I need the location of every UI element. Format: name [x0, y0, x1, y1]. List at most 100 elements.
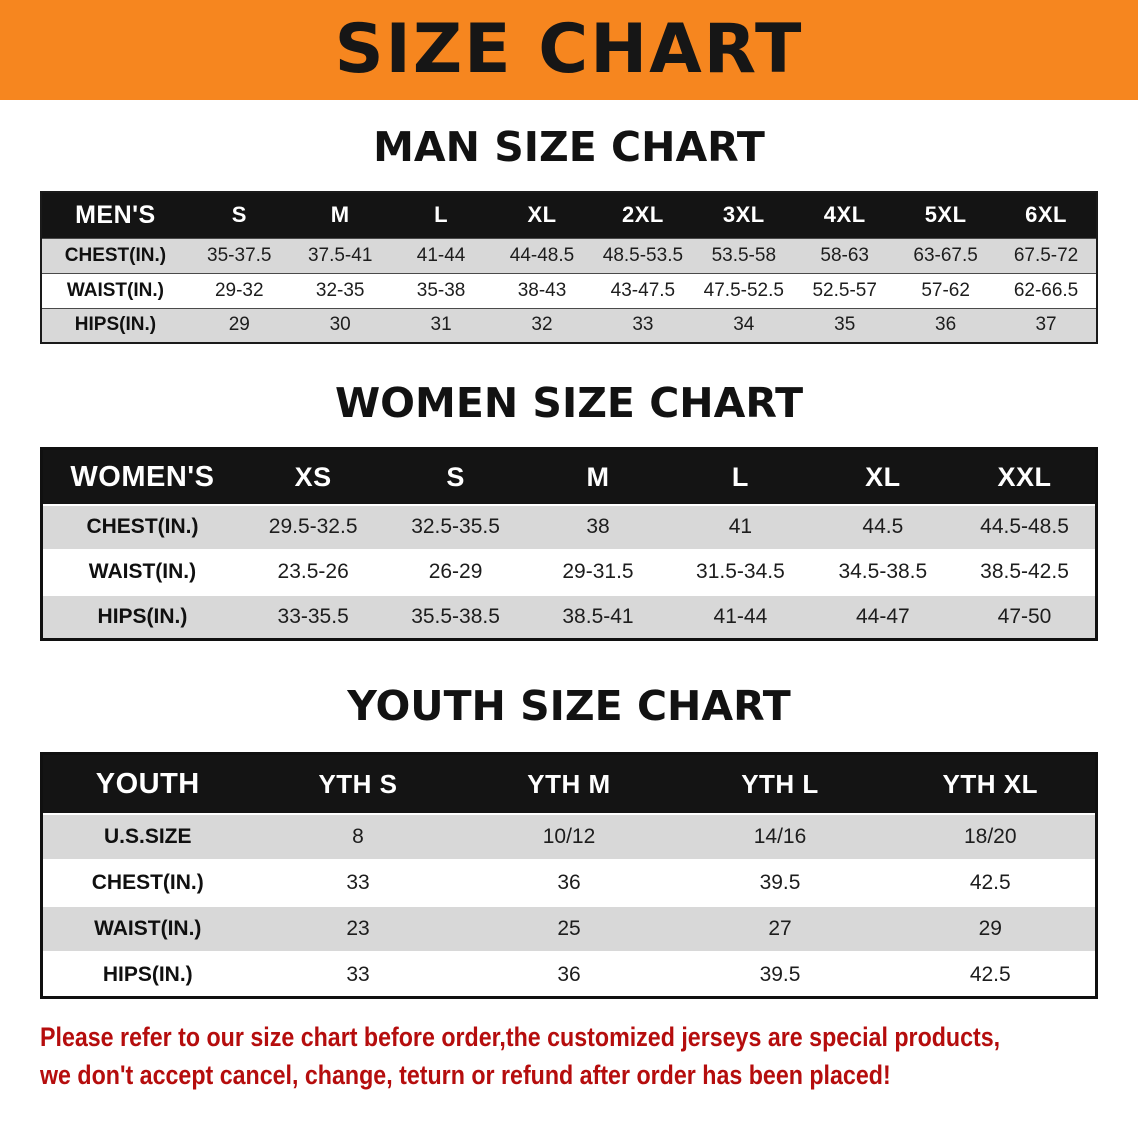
size-value: 23.5-26 — [241, 548, 385, 595]
disclaimer-text: Please refer to our size chart before or… — [40, 1019, 1138, 1095]
row-label: U.S.SIZE — [41, 812, 253, 860]
row-label: CHEST(IN.) — [41, 503, 242, 550]
table-row: WAIST(IN.) 29-32 32-35 35-38 38-43 43-47.5 47.… — [41, 272, 1097, 309]
man-size-table-container: MEN'S S M L XL 2XL 3XL 4XL 5XL 6XL CHEST(IN.) 35-37… — [40, 191, 1098, 345]
man-size-chart-section: MAN SIZE CHART MEN'S S M L XL 2XL 3XL 4XL 5XL 6XL… — [0, 123, 1138, 345]
column-header: 4XL — [794, 192, 896, 239]
size-value: 18/20 — [885, 812, 1097, 860]
column-header: M — [526, 448, 670, 505]
size-value: 38-43 — [491, 272, 593, 309]
size-value: 29-31.5 — [526, 548, 670, 595]
column-header: XXL — [954, 448, 1097, 505]
row-label: CHEST(IN.) — [41, 237, 189, 274]
size-value: 32.5-35.5 — [384, 503, 527, 550]
size-value: 30 — [289, 307, 391, 344]
size-value: 52.5-57 — [794, 272, 896, 309]
youth-size-chart-title: YOUTH SIZE CHART — [347, 682, 791, 731]
size-value: 33 — [252, 858, 464, 906]
size-value: 31.5-34.5 — [669, 548, 812, 595]
size-value: 39.5 — [674, 950, 886, 998]
size-value: 27 — [674, 904, 886, 952]
column-header: XL — [811, 448, 955, 505]
table-row: CHEST(IN.) 29.5-32.5 32.5-35.5 38 41 44.5 44.5… — [41, 503, 1097, 550]
size-value: 37 — [996, 307, 1097, 344]
column-header: M — [289, 192, 391, 239]
row-label: HIPS(IN.) — [41, 593, 242, 640]
size-value: 25 — [463, 904, 675, 952]
size-value: 10/12 — [463, 812, 675, 860]
size-value: 48.5-53.5 — [592, 237, 694, 274]
table-title-cell: YOUTH — [41, 753, 253, 814]
size-value: 38 — [526, 503, 670, 550]
row-label: WAIST(IN.) — [41, 272, 189, 309]
size-value: 35-38 — [390, 272, 492, 309]
disclaimer-line-2: we don't accept cancel, change, teturn o… — [40, 1060, 891, 1091]
header-row: MEN'S S M L XL 2XL 3XL 4XL 5XL 6XL — [41, 192, 1097, 239]
size-value: 41 — [669, 503, 812, 550]
size-value: 35-37.5 — [188, 237, 290, 274]
table-title-cell: MEN'S — [41, 192, 189, 239]
column-header: L — [669, 448, 812, 505]
size-value: 43-47.5 — [592, 272, 694, 309]
table-row: CHEST(IN.) 33 36 39.5 42.5 — [41, 858, 1097, 906]
size-value: 23 — [252, 904, 464, 952]
size-value: 44-47 — [811, 593, 955, 640]
column-header: XL — [491, 192, 593, 239]
size-value: 32-35 — [289, 272, 391, 309]
row-label: CHEST(IN.) — [41, 858, 253, 906]
size-value: 38.5-41 — [526, 593, 670, 640]
size-value: 35.5-38.5 — [384, 593, 527, 640]
size-value: 29-32 — [188, 272, 290, 309]
column-header: YTH L — [674, 753, 886, 814]
column-header: S — [384, 448, 527, 505]
size-value: 39.5 — [674, 858, 886, 906]
header-row: WOMEN'S XS S M L XL XXL — [41, 448, 1097, 505]
table-row: WAIST(IN.) 23 25 27 29 — [41, 904, 1097, 952]
size-table: YOUTH YTH S YTH M YTH L YTH XL U.S.SIZE 8 10/12… — [40, 752, 1098, 1000]
youth-size-chart-section: YOUTH SIZE CHART YOUTH YTH S YTH M YTH L YTH… — [0, 682, 1138, 1000]
size-value: 14/16 — [674, 812, 886, 860]
row-label: HIPS(IN.) — [41, 307, 189, 344]
column-header: YTH M — [463, 753, 675, 814]
column-header: YTH XL — [885, 753, 1097, 814]
size-value: 67.5-72 — [996, 237, 1097, 274]
table-row: HIPS(IN.) 33-35.5 35.5-38.5 38.5-41 41-44 44-… — [41, 593, 1097, 640]
size-value: 32 — [491, 307, 593, 344]
size-value: 33-35.5 — [241, 593, 385, 640]
size-value: 47-50 — [954, 593, 1097, 640]
size-value: 42.5 — [885, 950, 1097, 998]
row-label: WAIST(IN.) — [41, 904, 253, 952]
size-value: 57-62 — [895, 272, 997, 309]
size-value: 62-66.5 — [996, 272, 1097, 309]
table-row: HIPS(IN.) 33 36 39.5 42.5 — [41, 950, 1097, 998]
column-header: L — [390, 192, 492, 239]
size-value: 41-44 — [390, 237, 492, 274]
size-value: 34.5-38.5 — [811, 548, 955, 595]
size-value: 47.5-52.5 — [693, 272, 795, 309]
column-header: YTH S — [252, 753, 464, 814]
table-row: CHEST(IN.) 35-37.5 37.5-41 41-44 44-48.5 48.5… — [41, 237, 1097, 274]
size-table: WOMEN'S XS S M L XL XXL CHEST(IN.) 29.5-32.5 32.5… — [40, 447, 1098, 642]
column-header: 5XL — [895, 192, 997, 239]
table-row: WAIST(IN.) 23.5-26 26-29 29-31.5 31.5-34.5 34… — [41, 548, 1097, 595]
size-value: 44-48.5 — [491, 237, 593, 274]
table-title-cell: WOMEN'S — [41, 448, 242, 505]
women-size-chart-title: WOMEN SIZE CHART — [334, 379, 804, 428]
size-value: 58-63 — [794, 237, 896, 274]
size-value: 8 — [252, 812, 464, 860]
column-header: 6XL — [996, 192, 1097, 239]
size-table: MEN'S S M L XL 2XL 3XL 4XL 5XL 6XL CHEST(IN.) 35-37… — [40, 191, 1098, 345]
size-chart-banner: SIZE CHART — [0, 0, 1138, 100]
size-value: 38.5-42.5 — [954, 548, 1097, 595]
header-row: YOUTH YTH S YTH M YTH L YTH XL — [41, 753, 1097, 814]
table-row: U.S.SIZE 8 10/12 14/16 18/20 — [41, 812, 1097, 860]
column-header: 2XL — [592, 192, 694, 239]
column-header: S — [188, 192, 290, 239]
size-value: 37.5-41 — [289, 237, 391, 274]
size-value: 31 — [390, 307, 492, 344]
column-header: XS — [241, 448, 385, 505]
size-value: 29 — [885, 904, 1097, 952]
disclaimer-line-1: Please refer to our size chart before or… — [40, 1022, 1001, 1053]
youth-size-table-container: YOUTH YTH S YTH M YTH L YTH XL U.S.SIZE 8 10/12… — [40, 752, 1098, 1000]
size-value: 35 — [794, 307, 896, 344]
